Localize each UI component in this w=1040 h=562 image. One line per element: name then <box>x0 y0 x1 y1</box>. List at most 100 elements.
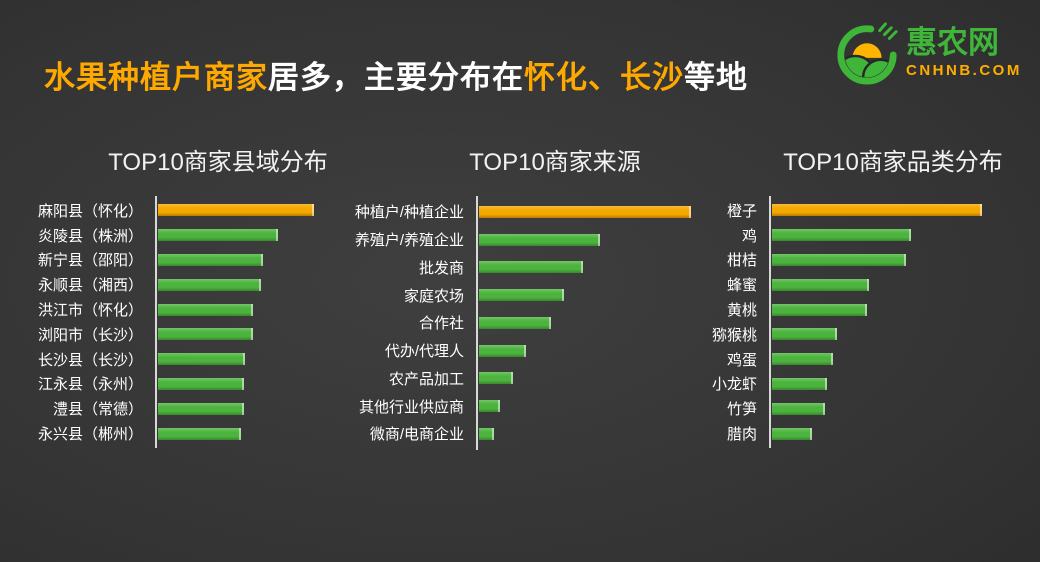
bar-track <box>476 233 698 246</box>
bar <box>158 328 254 341</box>
bar <box>772 229 911 242</box>
chart-row: 浏阳市（长沙） <box>20 322 346 347</box>
chart-category-distribution: TOP10商家品类分布 橙子鸡柑桔 蜂蜜 黄桃 猕猴桃 鸡蛋 小龙虾 竹笋 腊肉 <box>700 142 1032 448</box>
bar-track <box>476 205 698 218</box>
bar <box>772 278 869 291</box>
category-label: 竹笋 <box>726 401 757 419</box>
chart-row: 农产品加工 <box>348 365 698 393</box>
chart-row: 家庭农场 <box>348 281 698 309</box>
bar-track <box>769 328 1032 341</box>
chart-row: 橙子 <box>700 198 1032 223</box>
chart-row: 批发商 <box>348 254 698 282</box>
bar-track <box>476 261 698 274</box>
bar-track <box>476 316 698 329</box>
category-label: 澧县（常德） <box>52 401 143 419</box>
bar <box>158 402 244 415</box>
category-label: 柑桔 <box>726 252 757 270</box>
bar <box>772 427 812 440</box>
bar-track <box>155 377 346 390</box>
chart-plot: 麻阳县（怀化） 炎陵县（株洲） 新宁县（邵阳） 永顺县（湘西） 洪江市（怀化） 浏阳市（长… <box>20 196 346 448</box>
bar-track <box>769 427 1032 440</box>
bar-track <box>769 353 1032 366</box>
category-label: 猕猴桃 <box>711 326 757 344</box>
chart-title: TOP10商家品类分布 <box>783 149 1003 176</box>
bar <box>479 316 552 329</box>
bar <box>479 372 513 385</box>
bar <box>158 377 244 390</box>
category-label: 其他行业供应商 <box>358 398 464 416</box>
bar-track <box>155 427 346 440</box>
chart-row: 蜂蜜 <box>700 272 1032 297</box>
bar-track <box>769 278 1032 291</box>
bar <box>772 253 907 266</box>
bar-track <box>769 303 1032 316</box>
category-label: 鸡 <box>741 227 757 245</box>
logo-name: 惠农网 <box>906 24 999 60</box>
bar <box>158 204 314 217</box>
bar-track <box>476 427 698 440</box>
chart-county-distribution: TOP10商家县域分布 麻阳县（怀化） 炎陵县（株洲） 新宁县（邵阳） 永顺县（湘西）… <box>20 142 346 448</box>
category-axis-line <box>769 196 771 448</box>
category-label: 合作社 <box>418 315 464 333</box>
chart-row: 种植户/种植企业 <box>348 198 698 226</box>
bar <box>772 353 833 366</box>
bar <box>479 205 691 218</box>
bar-track <box>769 253 1032 266</box>
chart-row: 洪江市（怀化） <box>20 297 346 322</box>
bar <box>772 402 825 415</box>
chart-plot: 橙子鸡柑桔 蜂蜜 黄桃 猕猴桃 鸡蛋 小龙虾 竹笋 腊肉 <box>700 196 1032 448</box>
chart-title: TOP10商家县域分布 <box>108 149 328 176</box>
chart-row: 代办/代理人 <box>348 337 698 365</box>
bar <box>772 377 827 390</box>
chart-row: 江永县（永州） <box>20 372 346 397</box>
category-label: 洪江市（怀化） <box>37 302 143 320</box>
category-label: 代办/代理人 <box>384 343 464 361</box>
chart-row: 养殖户/养殖企业 <box>348 226 698 254</box>
bar-track <box>476 400 698 413</box>
category-label: 新宁县（邵阳） <box>37 252 143 270</box>
category-label: 江永县（永州） <box>37 376 143 394</box>
chart-row: 永兴县（郴州） <box>20 421 346 446</box>
bar-track <box>155 278 346 291</box>
bar-track <box>155 253 346 266</box>
chart-row: 澧县（常德） <box>20 396 346 421</box>
bar-track <box>155 204 346 217</box>
chart-merchant-source: TOP10商家来源 种植户/种植企业 养殖户/养殖企业 批发商 家庭农场 合作社 代办/代… <box>348 142 698 450</box>
bar-track <box>476 344 698 357</box>
category-label: 长沙县（长沙） <box>37 351 143 369</box>
chart-row: 鸡 <box>700 223 1032 248</box>
logo-domain: CNHNB.COM <box>906 62 1022 80</box>
page-title: 水果种植户商家居多，主要分布在怀化、长沙等地 <box>44 52 748 97</box>
category-label: 微商/电商企业 <box>369 426 464 444</box>
chart-row: 其他行业供应商 <box>348 392 698 420</box>
category-label: 养殖户/养殖企业 <box>354 232 464 250</box>
bar <box>772 303 867 316</box>
headline-segment: 水果种植户商家 <box>44 60 268 95</box>
headline-segment: 怀化、长沙 <box>524 60 684 95</box>
bar <box>479 427 494 440</box>
category-label: 家庭农场 <box>403 287 464 305</box>
bar-track <box>769 377 1032 390</box>
category-label: 批发商 <box>418 259 464 277</box>
bar-track <box>769 229 1032 242</box>
bar <box>772 328 838 341</box>
bar <box>479 233 600 246</box>
logo: 惠农网 CNHNB.COM <box>834 20 1022 86</box>
bar <box>479 261 583 274</box>
huinong-logo-icon <box>837 22 898 85</box>
category-label: 永兴县（郴州） <box>37 426 143 444</box>
category-axis-line <box>476 196 478 450</box>
category-label: 炎陵县（株洲） <box>37 227 143 245</box>
chart-row: 小龙虾 <box>700 372 1032 397</box>
bar-track <box>155 229 346 242</box>
bar-track <box>769 402 1032 415</box>
bar <box>158 353 246 366</box>
category-axis-line <box>155 196 157 448</box>
chart-row: 炎陵县（株洲） <box>20 223 346 248</box>
chart-row: 黄桃 <box>700 297 1032 322</box>
bar <box>479 344 526 357</box>
chart-row: 柑桔 <box>700 248 1032 273</box>
chart-row: 微商/电商企业 <box>348 420 698 448</box>
chart-row: 合作社 <box>348 309 698 337</box>
